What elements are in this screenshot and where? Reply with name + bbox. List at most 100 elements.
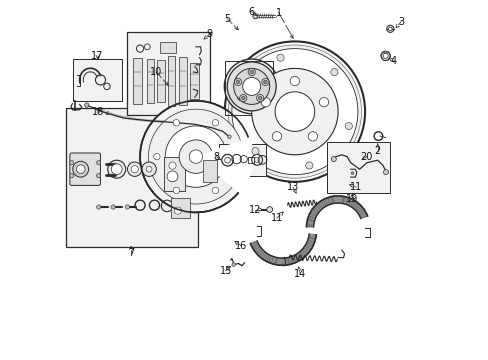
- Text: 2: 2: [374, 146, 380, 156]
- Circle shape: [173, 120, 179, 126]
- Circle shape: [383, 170, 387, 175]
- Circle shape: [76, 165, 85, 174]
- Text: 14: 14: [294, 269, 306, 279]
- Circle shape: [173, 187, 179, 194]
- Text: 6: 6: [248, 6, 254, 17]
- Circle shape: [96, 205, 101, 209]
- Circle shape: [69, 161, 74, 165]
- Bar: [179, 57, 186, 105]
- Circle shape: [261, 78, 268, 86]
- Text: 20: 20: [360, 152, 372, 162]
- Circle shape: [258, 96, 262, 100]
- Text: 11: 11: [270, 213, 283, 223]
- Circle shape: [189, 150, 202, 163]
- Circle shape: [247, 68, 255, 76]
- Circle shape: [380, 51, 389, 60]
- Text: 5: 5: [224, 14, 230, 24]
- Circle shape: [140, 101, 251, 212]
- Circle shape: [241, 96, 244, 100]
- Circle shape: [227, 62, 276, 111]
- Bar: [203, 160, 217, 182]
- Text: 19: 19: [346, 194, 358, 204]
- Circle shape: [236, 80, 239, 84]
- Circle shape: [251, 148, 259, 155]
- Bar: [163, 157, 185, 191]
- Text: 8: 8: [213, 152, 219, 162]
- Text: 13: 13: [286, 182, 299, 192]
- FancyBboxPatch shape: [70, 153, 101, 185]
- Text: 4: 4: [390, 56, 396, 66]
- Circle shape: [289, 76, 299, 86]
- Wedge shape: [196, 137, 253, 194]
- Bar: [127, 32, 210, 115]
- Circle shape: [234, 78, 241, 86]
- Circle shape: [142, 162, 156, 176]
- Circle shape: [256, 94, 263, 102]
- Bar: [219, 144, 265, 176]
- Circle shape: [266, 207, 272, 212]
- Circle shape: [239, 94, 246, 102]
- Circle shape: [146, 166, 152, 172]
- Circle shape: [224, 41, 365, 182]
- Circle shape: [179, 140, 212, 174]
- Bar: [133, 58, 142, 104]
- Circle shape: [249, 70, 253, 74]
- Circle shape: [148, 109, 243, 204]
- Circle shape: [319, 98, 328, 107]
- Circle shape: [96, 161, 101, 165]
- Bar: [73, 59, 122, 101]
- Circle shape: [350, 172, 353, 175]
- Circle shape: [276, 54, 284, 61]
- Circle shape: [345, 122, 352, 130]
- Text: 7: 7: [128, 248, 134, 258]
- Circle shape: [227, 135, 231, 139]
- Bar: [170, 198, 190, 218]
- Circle shape: [168, 162, 176, 169]
- Circle shape: [107, 160, 125, 178]
- Circle shape: [84, 103, 89, 107]
- Text: 12: 12: [248, 204, 261, 215]
- Circle shape: [387, 27, 391, 31]
- Circle shape: [69, 174, 74, 178]
- Text: 1: 1: [275, 8, 281, 18]
- Bar: [157, 60, 165, 102]
- Bar: [189, 63, 199, 99]
- Circle shape: [305, 162, 312, 169]
- Circle shape: [231, 49, 357, 175]
- Circle shape: [252, 14, 257, 19]
- Circle shape: [228, 45, 361, 178]
- Circle shape: [386, 25, 393, 32]
- Bar: [224, 61, 273, 115]
- Circle shape: [131, 166, 138, 173]
- Text: 15: 15: [219, 266, 231, 276]
- Circle shape: [174, 207, 181, 214]
- Circle shape: [111, 164, 122, 175]
- Bar: [168, 56, 175, 106]
- Circle shape: [233, 68, 269, 104]
- Circle shape: [125, 205, 129, 209]
- Circle shape: [261, 98, 270, 107]
- Text: 9: 9: [206, 29, 212, 39]
- Circle shape: [330, 68, 337, 76]
- Circle shape: [111, 205, 115, 209]
- Text: 10: 10: [150, 67, 162, 77]
- Circle shape: [153, 153, 160, 160]
- Bar: [326, 142, 389, 193]
- Circle shape: [127, 162, 142, 176]
- Circle shape: [224, 59, 279, 114]
- Bar: [160, 42, 176, 53]
- Circle shape: [212, 187, 218, 194]
- Circle shape: [212, 120, 218, 126]
- Circle shape: [382, 53, 387, 58]
- Circle shape: [330, 157, 336, 162]
- Circle shape: [251, 68, 337, 155]
- Text: 17: 17: [91, 51, 103, 61]
- Text: 11: 11: [349, 182, 362, 192]
- Circle shape: [275, 92, 314, 131]
- Text: 3: 3: [397, 17, 404, 27]
- Circle shape: [242, 77, 260, 95]
- Circle shape: [237, 94, 244, 101]
- Circle shape: [165, 126, 226, 187]
- Circle shape: [231, 153, 238, 160]
- Bar: [247, 157, 253, 163]
